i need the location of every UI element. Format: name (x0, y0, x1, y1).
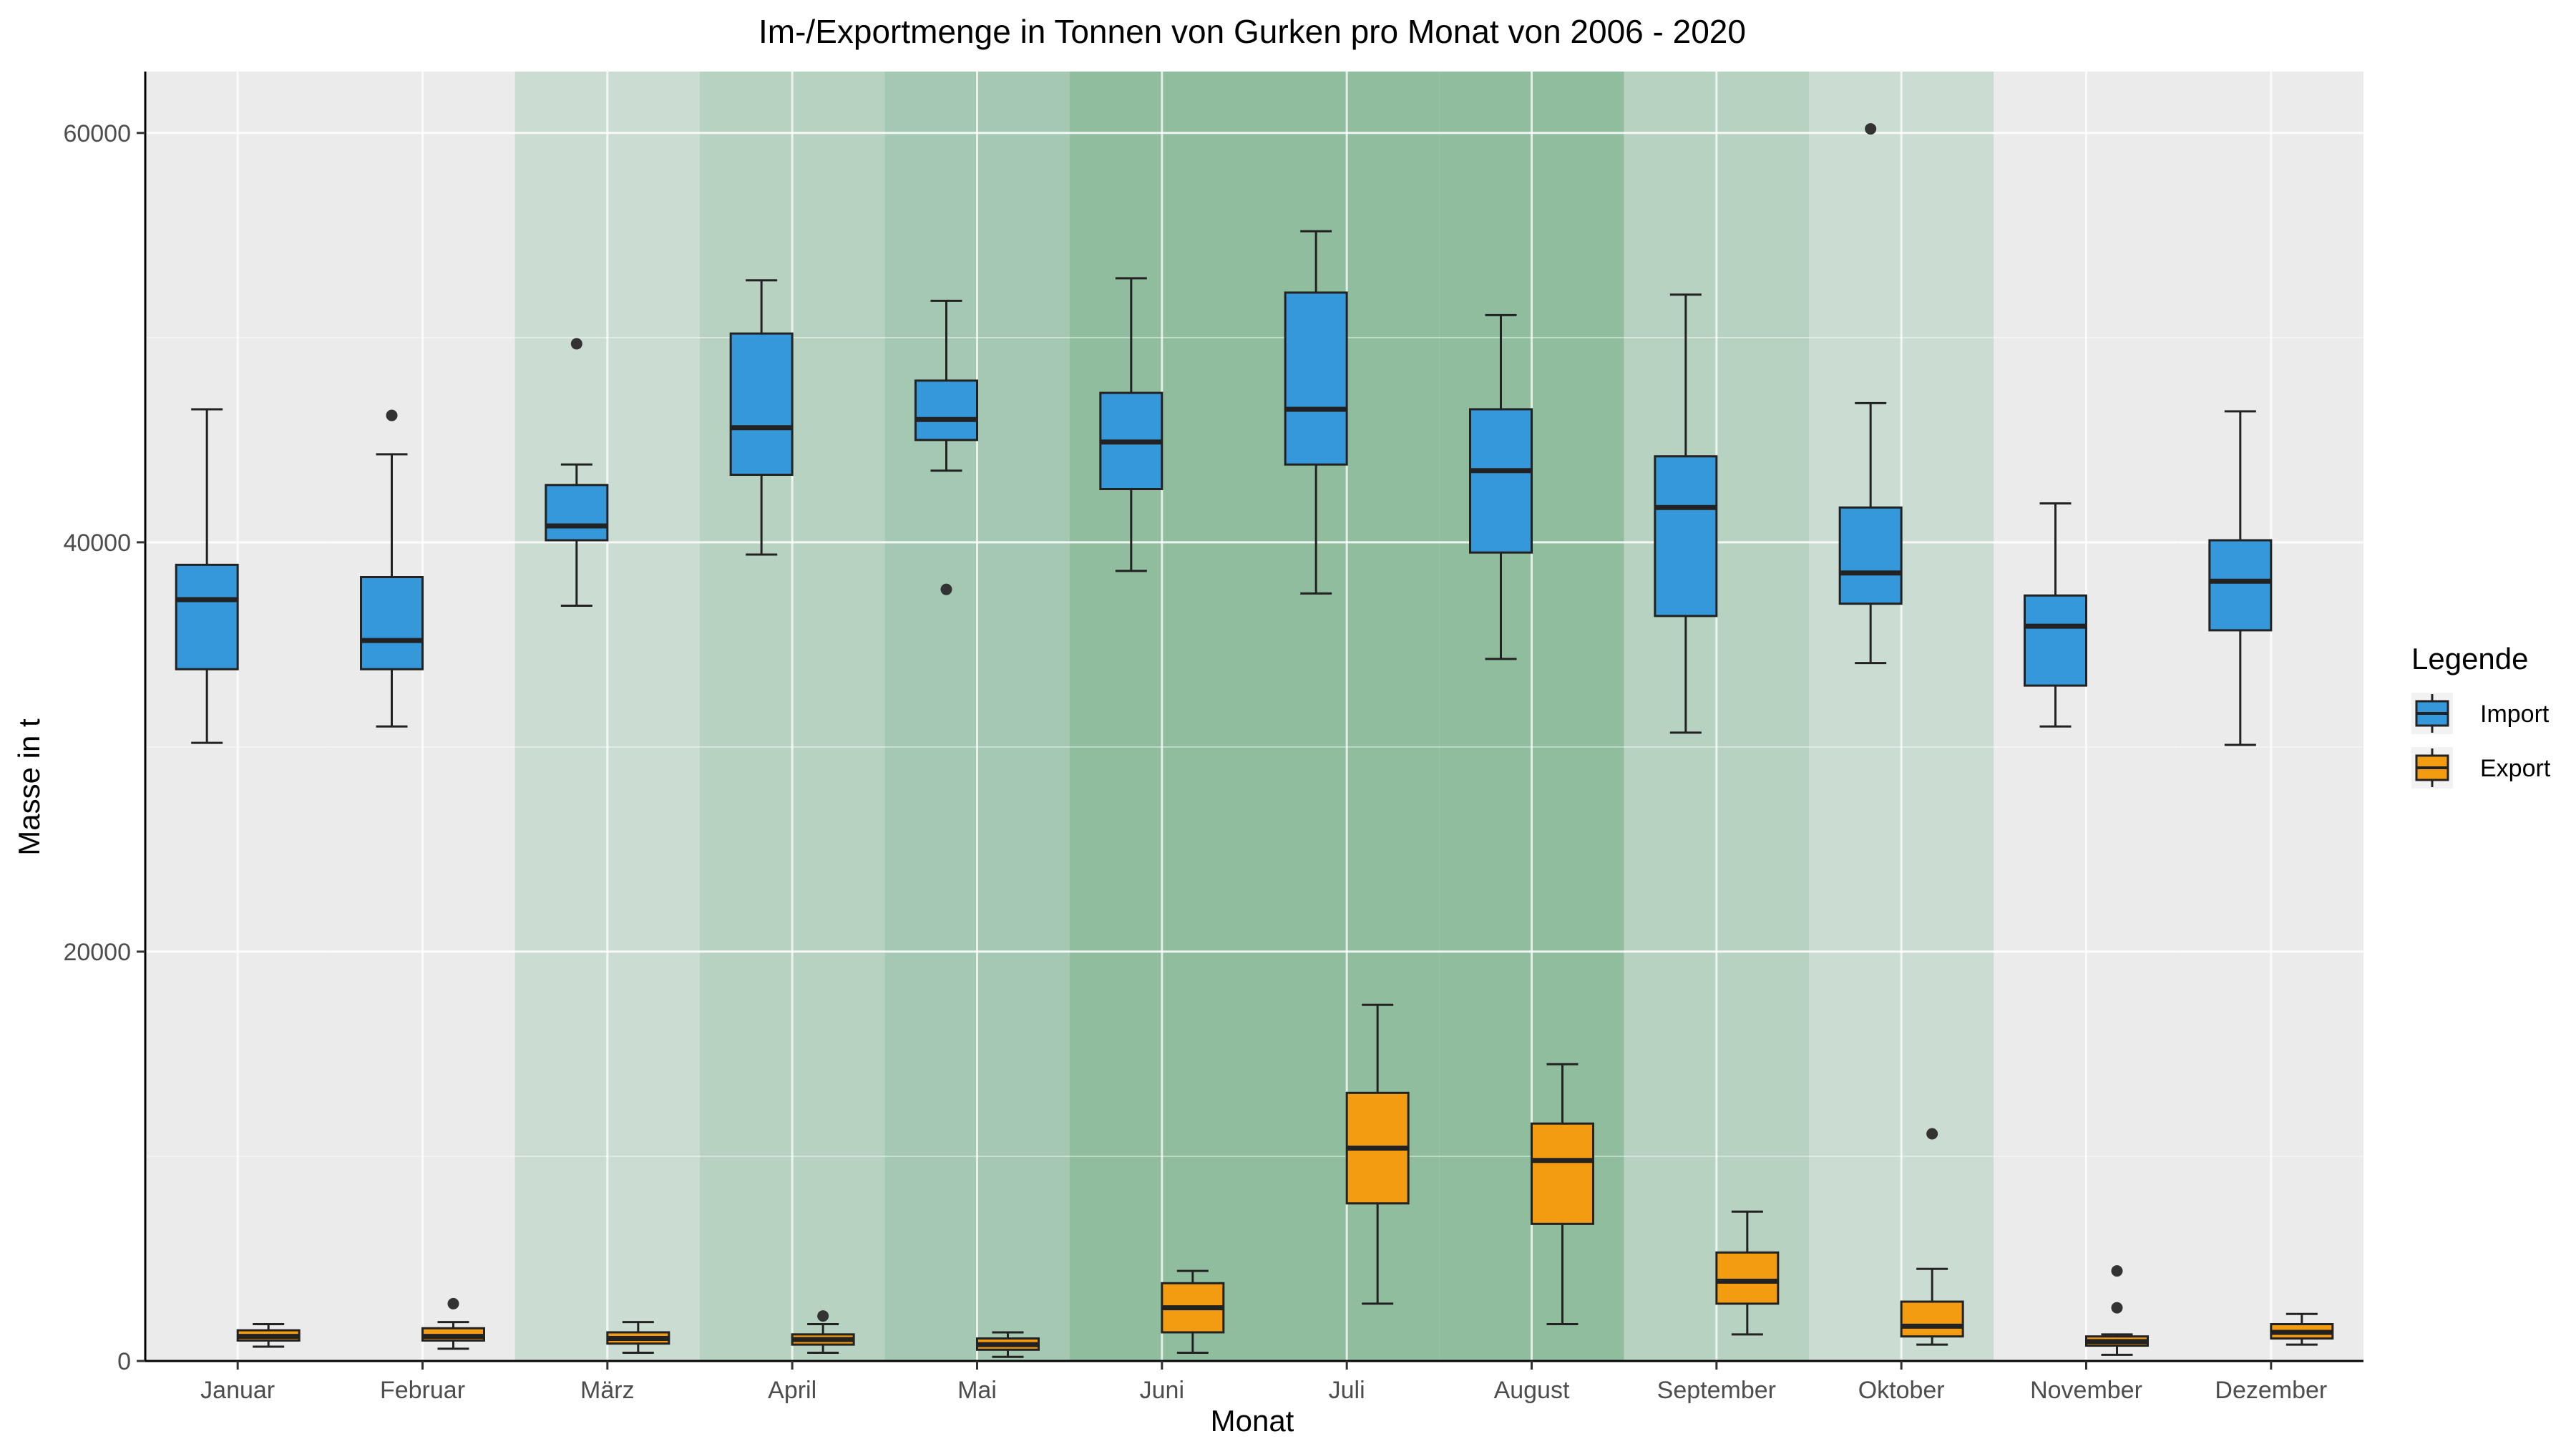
x-tick-label: Mai (957, 1377, 997, 1404)
legend-item-import: Import (2411, 693, 2550, 734)
import-box-5 (914, 299, 978, 595)
x-tick-label: Februar (380, 1377, 465, 1404)
x-tick-label: Januar (200, 1377, 275, 1404)
import-box-2 (360, 409, 424, 728)
x-tick-label: Juni (1140, 1377, 1184, 1404)
export-box-3 (606, 1321, 670, 1355)
export-box-1 (236, 1323, 301, 1348)
x-tick-label: Oktober (1858, 1377, 1945, 1404)
x-tick-label: Juli (1329, 1377, 1365, 1404)
legend-item-export: Export (2411, 747, 2551, 789)
legend: Legende Import Export (2411, 642, 2551, 789)
chart-title: Im-/Exportmenge in Tonnen von Gurken pro… (758, 13, 1746, 50)
axes: 0 20000 40000 60000 Januar Februar März April Ma… (63, 72, 2363, 1404)
legend-title: Legende (2411, 642, 2529, 675)
import-box-6 (1099, 277, 1163, 572)
export-box-9 (1715, 1210, 1780, 1336)
box-iqr (1654, 455, 1718, 618)
box-iqr (914, 379, 978, 441)
x-tick-label: Dezember (2215, 1377, 2327, 1404)
import-box-4 (729, 279, 794, 556)
export-box-7 (1345, 1003, 1410, 1305)
import-box-12 (2208, 410, 2273, 746)
outlier-point (386, 409, 398, 421)
export-box-2 (421, 1297, 485, 1350)
y-tick-label: 0 (117, 1348, 131, 1375)
box-iqr (1838, 506, 1903, 605)
box-iqr (2024, 594, 2087, 687)
outlier-point (940, 583, 952, 595)
import-box-10 (1838, 123, 1903, 665)
export-box-11 (2085, 1265, 2149, 1356)
import-box-1 (175, 408, 239, 744)
box-iqr (2208, 539, 2273, 632)
import-box-8 (1469, 313, 1533, 660)
legend-label: Import (2480, 701, 2550, 728)
import-box-7 (1284, 230, 1348, 595)
box-iqr (545, 484, 609, 542)
x-tick-label: März (580, 1377, 635, 1404)
outlier-point (2111, 1302, 2123, 1314)
export-box-8 (1531, 1063, 1594, 1326)
y-axis-title: Masse in t (12, 718, 46, 856)
export-box-5 (976, 1331, 1040, 1358)
import-box-3 (545, 338, 609, 608)
export-box-4 (791, 1310, 855, 1355)
x-axis-title: Monat (1211, 1404, 1294, 1438)
x-tick-label: August (1494, 1377, 1570, 1404)
outlier-point (447, 1297, 459, 1309)
outlier-point (2111, 1265, 2123, 1277)
legend-label: Export (2480, 755, 2551, 782)
outlier-point (1865, 123, 1877, 135)
box-iqr (1715, 1251, 1780, 1305)
outlier-point (817, 1310, 829, 1322)
box-iqr (1900, 1300, 1964, 1338)
export-box-6 (1161, 1269, 1225, 1355)
x-tick-label: September (1657, 1377, 1776, 1404)
export-box-12 (2270, 1312, 2334, 1346)
outlier-point (570, 338, 582, 350)
y-tick-label: 60000 (63, 120, 131, 147)
x-tick-label: November (2030, 1377, 2142, 1404)
box-iqr (175, 563, 239, 670)
chart-marks (175, 123, 2334, 1358)
box-iqr (1284, 291, 1348, 466)
outlier-point (1926, 1128, 1938, 1140)
export-box-10 (1900, 1128, 1964, 1346)
import-box-9 (1654, 293, 1718, 734)
plot-panel (145, 72, 2363, 1362)
y-tick-label: 40000 (63, 530, 131, 557)
import-box-11 (2024, 502, 2087, 728)
x-tick-label: April (768, 1377, 816, 1404)
box-iqr (1531, 1122, 1594, 1225)
box-iqr (729, 332, 794, 476)
y-tick-label: 20000 (63, 939, 131, 966)
box-iqr (1469, 408, 1533, 554)
box-iqr (360, 575, 424, 670)
